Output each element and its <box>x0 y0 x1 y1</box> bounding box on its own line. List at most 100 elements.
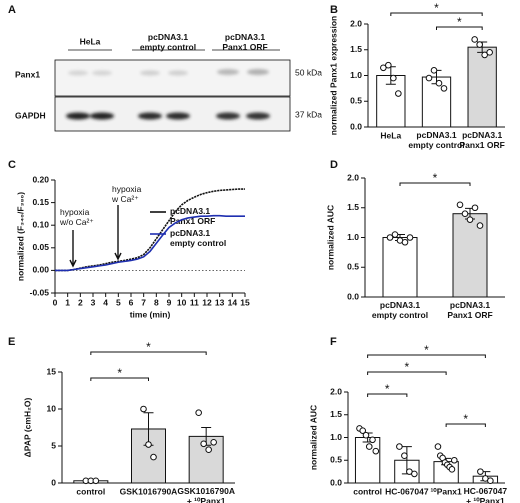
series-line <box>55 214 245 272</box>
data-point <box>486 49 493 56</box>
lane-label: pcDNA3.1 Panx1 ORF <box>222 32 267 52</box>
y-tick-label: 1.5 <box>347 202 359 212</box>
data-point <box>450 456 458 464</box>
significance-bracket <box>445 423 486 427</box>
x-tick-label: pcDNA3.1 empty control <box>372 300 428 320</box>
significance-bracket <box>436 26 483 30</box>
x-tick-label: 13 <box>215 297 225 307</box>
data-point <box>386 234 394 241</box>
panel-label: F <box>330 336 337 348</box>
significance-label: * <box>385 382 390 396</box>
significance-bracket <box>399 182 471 186</box>
significance-label: * <box>405 360 410 374</box>
data-point <box>92 477 100 485</box>
y-tick-label: 0.10 <box>32 219 49 229</box>
bar <box>382 237 418 298</box>
x-tick-label: 0 <box>53 297 58 307</box>
data-point <box>434 443 442 450</box>
bar <box>467 46 497 128</box>
annotation: hypoxia w Ca²⁺ <box>111 184 142 204</box>
y-tick-label: 2.0 <box>350 18 362 28</box>
annotation: hypoxia w/o Ca²⁺ <box>59 207 94 227</box>
x-tick-label: 5 <box>116 297 121 307</box>
y-tick-label: 0.05 <box>32 242 49 252</box>
y-tick-label: 1.0 <box>347 232 359 242</box>
significance-label: * <box>457 15 462 29</box>
data-point <box>145 441 152 448</box>
data-point <box>390 74 397 82</box>
data-point <box>140 405 147 413</box>
data-point <box>406 234 414 241</box>
data-point <box>477 468 484 475</box>
significance-label: * <box>117 366 122 380</box>
legend-label: pcDNA3.1 Panx1 ORF <box>170 206 215 226</box>
lane-label: pcDNA3.1 empty control <box>140 32 196 52</box>
data-point <box>365 443 373 450</box>
x-tick-label: GSK1016790A <box>120 486 178 496</box>
annotation-arrow <box>114 205 122 261</box>
data-point <box>395 90 402 97</box>
data-point <box>372 447 380 455</box>
significance-label: * <box>433 171 438 185</box>
x-tick-label: HC-067047 <box>385 486 429 496</box>
significance-bracket <box>390 12 483 16</box>
data-point <box>396 443 403 450</box>
x-tick-label: 7 <box>141 297 146 307</box>
y-tick-label: 1.5 <box>350 44 362 54</box>
series-line <box>55 188 245 272</box>
y-tick-label: 0.00 <box>32 265 49 275</box>
y-tick-label: 1.0 <box>350 70 362 80</box>
x-tick-label: 6 <box>129 297 134 307</box>
y-tick-label: 0.0 <box>330 477 342 487</box>
y-tick-label: 0.20 <box>32 174 49 184</box>
significance-bracket <box>367 371 447 375</box>
x-tick-label: ¹⁰Panx1 <box>430 486 462 496</box>
significance-label: * <box>463 412 468 426</box>
data-point <box>359 427 367 434</box>
significance-bracket <box>90 351 207 355</box>
data-point <box>205 446 212 454</box>
data-point <box>195 409 202 417</box>
data-point <box>401 452 408 460</box>
marker-label: 50 kDa <box>295 67 322 77</box>
x-tick-label: 12 <box>202 297 212 307</box>
significance-bracket <box>90 377 149 381</box>
y-tick-label: 0.5 <box>330 455 342 465</box>
x-tick-label: pcDNA3.1 empty control <box>408 130 464 150</box>
row-label: GAPDH <box>15 110 46 120</box>
legend-label: pcDNA3.1 empty control <box>170 228 226 248</box>
data-point <box>440 85 448 92</box>
y-tick-label: 0.5 <box>347 262 359 272</box>
data-point <box>471 36 478 43</box>
panel-label: B <box>330 4 338 16</box>
significance-label: * <box>434 1 439 15</box>
y-tick-label: 5 <box>51 440 56 450</box>
bar <box>421 76 452 128</box>
data-point <box>481 51 488 59</box>
x-tick-label: 2 <box>78 297 83 307</box>
panel-label: C <box>8 159 16 171</box>
data-point <box>425 74 433 82</box>
significance-bracket <box>367 393 408 397</box>
data-point <box>362 431 370 439</box>
data-point <box>150 453 157 461</box>
y-tick-label: -0.05 <box>30 287 50 297</box>
data-point <box>200 440 207 448</box>
row-label: Panx1 <box>15 69 40 79</box>
marker-label: 37 kDa <box>295 109 322 119</box>
data-point <box>448 466 456 473</box>
y-tick-label: 0.5 <box>350 96 362 106</box>
x-tick-label: 10 <box>177 297 187 307</box>
data-point <box>391 231 399 238</box>
y-axis-label: normalized AUC <box>325 205 335 270</box>
panel-label: D <box>330 159 338 171</box>
data-point <box>411 470 418 478</box>
data-point <box>461 210 469 217</box>
data-point <box>466 216 474 223</box>
data-point <box>456 201 464 209</box>
y-tick-label: 1.0 <box>330 432 342 442</box>
panel-label: A <box>8 4 16 16</box>
x-axis-label: time (min) <box>130 309 171 319</box>
x-tick-label: 9 <box>167 297 172 307</box>
